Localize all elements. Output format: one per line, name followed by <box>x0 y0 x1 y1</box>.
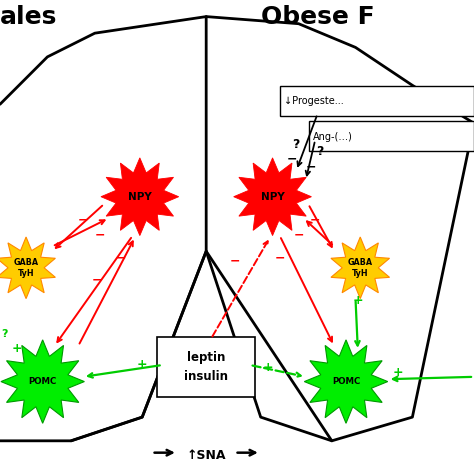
Text: NPY: NPY <box>261 191 284 202</box>
Polygon shape <box>1 340 84 423</box>
Text: POMC: POMC <box>332 377 360 386</box>
Text: −: − <box>92 273 102 286</box>
Text: −: − <box>305 160 316 173</box>
Text: insulin: insulin <box>184 370 228 383</box>
Polygon shape <box>101 158 179 236</box>
Text: −: − <box>274 252 285 265</box>
Text: ?: ? <box>316 145 324 158</box>
Text: −: − <box>116 252 126 265</box>
Text: leptin: leptin <box>187 351 225 365</box>
Text: −: − <box>94 228 105 241</box>
Text: −: − <box>293 228 304 241</box>
Text: −: − <box>286 152 297 165</box>
Text: GABA: GABA <box>13 258 39 266</box>
Polygon shape <box>0 237 55 299</box>
Text: GABA: GABA <box>347 258 373 266</box>
FancyBboxPatch shape <box>280 86 474 116</box>
Polygon shape <box>234 158 311 236</box>
Polygon shape <box>331 237 390 299</box>
Text: +: + <box>353 294 363 308</box>
Text: +: + <box>137 358 147 372</box>
Text: −: − <box>229 254 240 267</box>
Polygon shape <box>304 340 388 423</box>
Text: +: + <box>393 365 403 379</box>
Text: +: + <box>11 342 22 355</box>
Text: ales: ales <box>0 5 57 29</box>
Text: ?: ? <box>292 138 300 151</box>
Text: −: − <box>78 214 88 227</box>
FancyBboxPatch shape <box>309 121 474 151</box>
Text: −: − <box>310 214 320 227</box>
Text: TyH: TyH <box>352 270 369 278</box>
Text: TyH: TyH <box>18 270 35 278</box>
Text: POMC: POMC <box>28 377 57 386</box>
Text: Obese F: Obese F <box>261 5 374 29</box>
Text: NPY: NPY <box>128 191 152 202</box>
Text: ↓Progeste...: ↓Progeste... <box>284 96 344 106</box>
Text: Ang-(…): Ang-(…) <box>313 131 353 142</box>
FancyBboxPatch shape <box>157 337 255 397</box>
Text: ?: ? <box>1 329 8 339</box>
Text: ↑SNA: ↑SNA <box>186 448 226 462</box>
Text: +: + <box>263 361 273 374</box>
